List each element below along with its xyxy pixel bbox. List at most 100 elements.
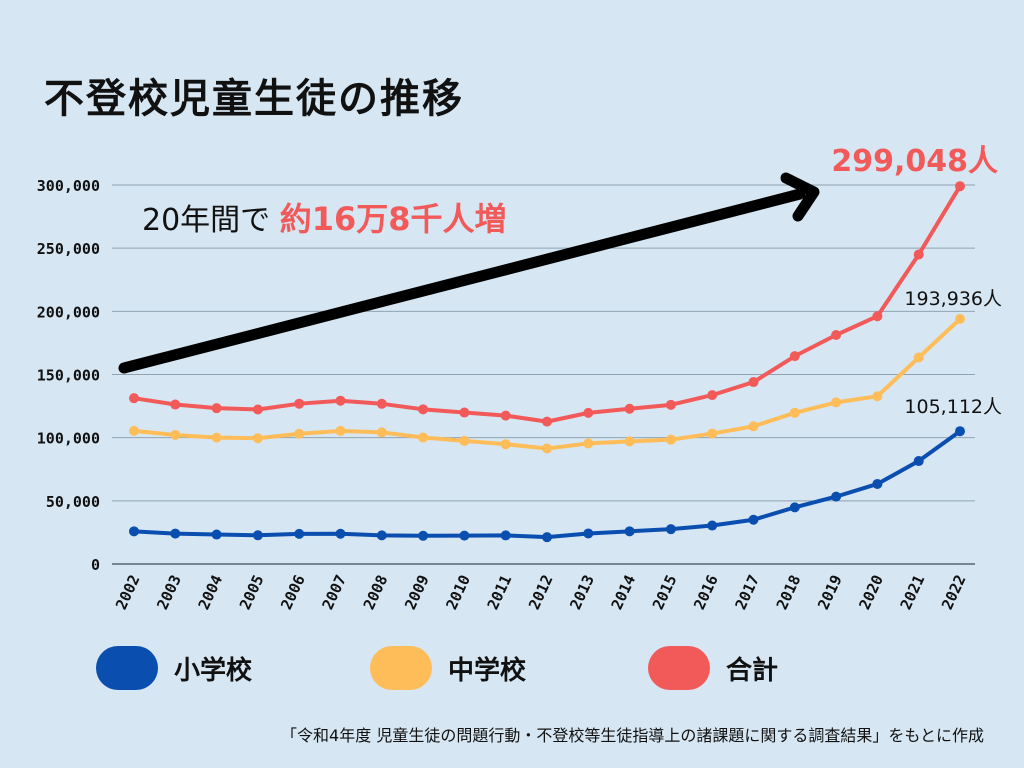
point-total-2005: [252, 404, 263, 415]
point-middle-school-2005: [252, 433, 263, 444]
point-total-2011: [500, 410, 511, 421]
point-total-2014: [624, 403, 635, 414]
point-elementary-2021: [913, 456, 924, 467]
x-tick-label: 2013: [566, 572, 598, 612]
point-middle-school-2020: [872, 391, 883, 402]
x-tick-label: 2014: [608, 572, 640, 612]
point-middle-school-2007: [335, 425, 346, 436]
middle-school-end-label: 193,936人: [904, 288, 1002, 310]
point-elementary-2016: [707, 520, 718, 531]
point-elementary-2003: [170, 528, 181, 539]
x-tick-label: 2020: [855, 572, 887, 612]
y-axis-tick-labels: 0 50,000 100,000 150,000 200,000 250,000 300,0…: [37, 177, 100, 574]
legend-label-middle-school: 中学校: [448, 655, 527, 686]
legend-item-elementary: 小学校: [96, 646, 252, 690]
point-total-2019: [831, 329, 842, 340]
y-tick-label: 50,000: [46, 493, 100, 511]
point-total-2015: [665, 399, 676, 410]
x-tick-label: 2011: [484, 572, 516, 612]
point-elementary-2022: [955, 426, 965, 437]
point-total-2008: [376, 398, 387, 409]
point-total-2004: [211, 403, 222, 414]
point-elementary-2018: [789, 502, 800, 513]
x-tick-label: 2019: [814, 572, 846, 612]
point-total-2022: [955, 181, 965, 192]
point-middle-school-2004: [211, 432, 222, 443]
point-elementary-2010: [459, 530, 470, 541]
y-tick-label: 150,000: [37, 367, 100, 385]
x-tick-label: 2006: [277, 572, 309, 612]
point-elementary-2002: [129, 526, 139, 537]
legend-label-total: 合計: [726, 655, 779, 686]
point-middle-school-2008: [376, 427, 387, 438]
point-elementary-2008: [376, 530, 387, 541]
point-middle-school-2021: [913, 352, 924, 363]
point-middle-school-2010: [459, 435, 470, 446]
point-elementary-2004: [211, 529, 222, 540]
point-middle-school-2012: [542, 443, 552, 454]
point-elementary-2020: [872, 478, 883, 489]
point-total-2009: [418, 404, 429, 415]
point-total-2021: [913, 249, 924, 260]
x-tick-label: 2004: [195, 572, 227, 612]
x-tick-label: 2007: [319, 572, 351, 612]
point-middle-school-2022: [955, 313, 965, 324]
legend-swatch-total: [648, 646, 710, 690]
point-total-2012: [542, 416, 552, 427]
point-elementary-2015: [665, 524, 676, 535]
series-elementary: [129, 426, 965, 543]
point-total-2010: [459, 407, 470, 418]
point-middle-school-2003: [170, 429, 181, 440]
x-tick-label: 2017: [732, 572, 764, 612]
growth-annotation: 20年間で 約16万8千人増: [142, 194, 507, 240]
x-tick-label: 2002: [112, 572, 144, 612]
point-total-2020: [872, 311, 883, 322]
x-tick-label: 2022: [938, 572, 970, 612]
point-middle-school-2018: [789, 407, 800, 418]
legend-item-total: 合計: [648, 646, 778, 690]
y-tick-label: 100,000: [37, 430, 100, 448]
legend-swatch-middle-school: [370, 646, 432, 690]
x-tick-label: 2015: [649, 572, 681, 612]
x-tick-label: 2012: [525, 572, 557, 612]
point-middle-school-2011: [500, 439, 511, 450]
point-elementary-2017: [748, 514, 759, 525]
point-total-2007: [335, 395, 346, 406]
x-tick-label: 2016: [690, 572, 722, 612]
x-tick-label: 2005: [236, 572, 268, 612]
point-middle-school-2015: [665, 434, 676, 445]
y-tick-label: 200,000: [37, 303, 100, 321]
point-middle-school-2016: [707, 428, 718, 439]
chart-series: [129, 181, 965, 543]
point-middle-school-2014: [624, 436, 635, 447]
point-elementary-2005: [252, 530, 263, 541]
point-total-2017: [748, 377, 759, 388]
legend-item-middle-school: 中学校: [370, 646, 526, 690]
growth-arrow: [118, 172, 820, 374]
point-elementary-2006: [294, 528, 305, 539]
point-elementary-2013: [583, 528, 594, 539]
point-elementary-2019: [831, 491, 842, 502]
x-tick-label: 2009: [401, 572, 433, 612]
point-middle-school-2006: [294, 428, 305, 439]
point-middle-school-2009: [418, 432, 429, 443]
point-elementary-2009: [418, 530, 429, 541]
point-middle-school-2019: [831, 397, 842, 408]
x-tick-label: 2021: [897, 572, 929, 612]
growth-annotation-highlight: 約16万8千人増: [279, 200, 507, 238]
point-total-2002: [129, 393, 139, 404]
x-tick-label: 2003: [153, 572, 185, 612]
point-total-2016: [707, 390, 718, 401]
legend-swatch-elementary: [96, 646, 158, 690]
series-middle-school: [129, 313, 965, 454]
point-total-2018: [789, 351, 800, 362]
growth-annotation-prefix: 20年間で: [142, 203, 280, 238]
point-middle-school-2002: [129, 425, 139, 436]
grid-lines: [112, 184, 975, 565]
legend-label-elementary: 小学校: [174, 655, 253, 686]
series-total: [129, 181, 965, 427]
y-tick-label: 250,000: [37, 240, 100, 258]
point-middle-school-2017: [748, 421, 759, 432]
point-elementary-2011: [500, 530, 511, 541]
